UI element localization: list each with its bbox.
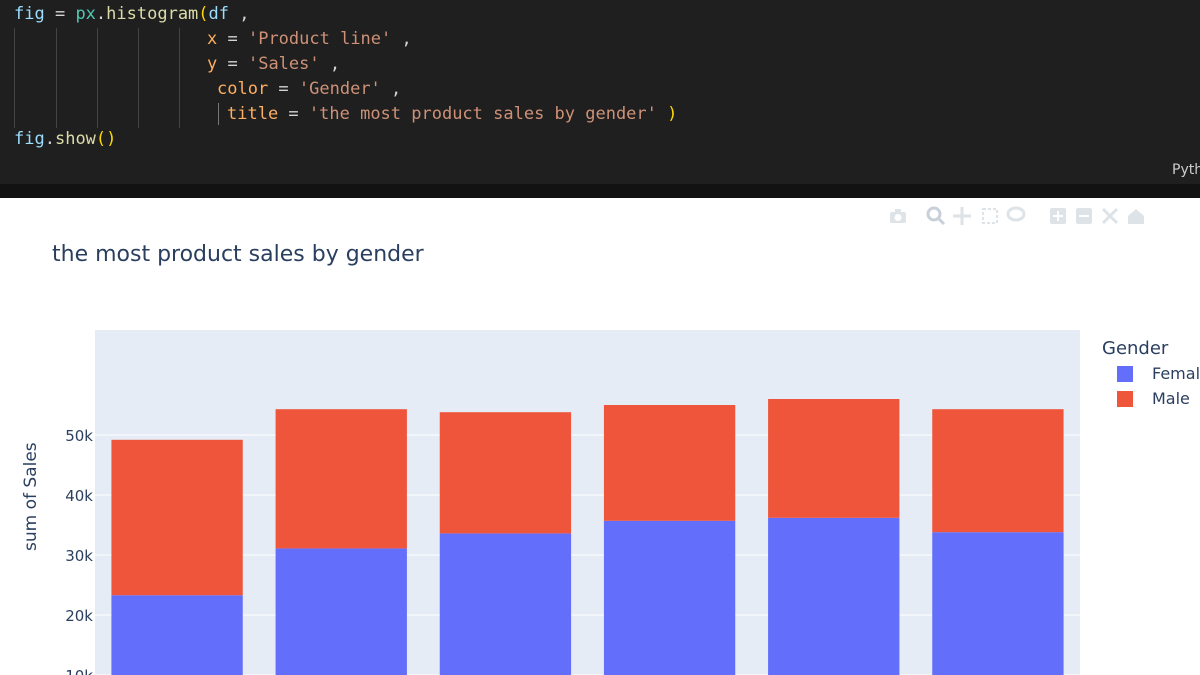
autoscale-icon[interactable] bbox=[1100, 206, 1120, 226]
code-token: . bbox=[44, 129, 55, 149]
code-token: 'Sales' bbox=[247, 54, 320, 74]
legend-label-female: Female bbox=[1152, 364, 1200, 383]
indent-guide bbox=[97, 28, 98, 128]
box-select-icon[interactable] bbox=[980, 206, 1000, 226]
y-tick-label: 10k bbox=[65, 667, 93, 675]
code-line-3: y = 'Sales' , bbox=[207, 52, 340, 77]
zoom-icon[interactable] bbox=[926, 206, 946, 226]
code-token: title bbox=[227, 104, 279, 124]
legend-label-male: Male bbox=[1152, 389, 1190, 408]
code-token: df bbox=[208, 4, 230, 24]
indent-guide bbox=[218, 103, 219, 125]
legend-swatch-male bbox=[1117, 391, 1133, 407]
code-token: fig bbox=[14, 4, 45, 24]
bar-male[interactable] bbox=[439, 412, 572, 534]
indent-guide bbox=[14, 28, 15, 128]
bar-female[interactable] bbox=[932, 532, 1064, 675]
chart-title: the most product sales by gender bbox=[52, 242, 424, 267]
code-token: 'Gender' bbox=[298, 79, 381, 99]
zoom-in-icon[interactable] bbox=[1048, 206, 1068, 226]
zoom-out-icon[interactable] bbox=[1074, 206, 1094, 226]
code-line-6: fig.show() bbox=[14, 127, 116, 152]
code-line-2: x = 'Product line' , bbox=[207, 27, 412, 52]
y-tick-label: 30k bbox=[65, 547, 93, 565]
code-token: px bbox=[75, 4, 96, 24]
reset-axes-icon[interactable] bbox=[1126, 206, 1146, 226]
code-token: fig bbox=[14, 129, 45, 149]
y-tick-label: 40k bbox=[65, 487, 93, 505]
code-token: 'the most product sales by gender' bbox=[308, 104, 657, 124]
bar-male[interactable] bbox=[603, 405, 736, 521]
code-token: , bbox=[319, 54, 341, 74]
code-token: show bbox=[54, 129, 96, 149]
code-token: ( bbox=[198, 4, 209, 24]
bar-male[interactable] bbox=[932, 409, 1064, 533]
code-token: = bbox=[278, 104, 309, 124]
y-tick-label: 50k bbox=[65, 427, 93, 445]
chart-plot[interactable]: 10k 20k 30k 40k 50k bbox=[0, 198, 1200, 675]
y-tick-label: 20k bbox=[65, 607, 93, 625]
legend-swatch-female bbox=[1117, 366, 1133, 382]
code-token: , bbox=[391, 29, 412, 49]
indent-guide bbox=[56, 28, 57, 128]
plotly-modebar bbox=[880, 206, 1200, 230]
code-token: () bbox=[95, 129, 117, 149]
bar-female[interactable] bbox=[439, 533, 572, 675]
code-token: = bbox=[217, 54, 248, 74]
code-token: , bbox=[229, 4, 250, 24]
cell-separator bbox=[0, 184, 1200, 198]
camera-icon[interactable] bbox=[888, 206, 908, 226]
bar-male[interactable] bbox=[768, 399, 900, 518]
code-token: histogram bbox=[106, 4, 199, 24]
y-axis-label: sum of Sales bbox=[21, 442, 41, 551]
bar-female[interactable] bbox=[768, 517, 900, 675]
lasso-icon[interactable] bbox=[1006, 206, 1026, 226]
code-line-4: color = 'Gender' , bbox=[217, 77, 401, 102]
cell-language-label[interactable]: Python bbox=[1172, 162, 1200, 178]
bar-female[interactable] bbox=[275, 548, 407, 675]
code-token: ) bbox=[656, 104, 678, 124]
legend-title: Gender bbox=[1102, 338, 1169, 359]
code-token: 'Product line' bbox=[247, 29, 392, 49]
code-cell[interactable]: fig = px.histogram(df , x = 'Product lin… bbox=[0, 0, 1200, 184]
pan-icon[interactable] bbox=[952, 206, 972, 226]
code-token: color bbox=[217, 79, 269, 99]
legend-item-female[interactable]: Female bbox=[1117, 364, 1200, 384]
code-token: y bbox=[207, 54, 218, 74]
plot-background bbox=[95, 330, 1080, 675]
plot-output: the most product sales by gender 10k 20k 3… bbox=[0, 198, 1200, 675]
code-token: = bbox=[268, 79, 299, 99]
indent-guide bbox=[179, 28, 180, 128]
code-line-1: fig = px.histogram(df , bbox=[14, 2, 250, 27]
code-token: x bbox=[207, 29, 218, 49]
code-token: . bbox=[95, 4, 107, 24]
code-token: = bbox=[44, 4, 76, 24]
bar-female[interactable] bbox=[111, 595, 243, 675]
legend-item-male[interactable]: Male bbox=[1117, 389, 1200, 409]
bar-male[interactable] bbox=[275, 409, 407, 549]
code-token: = bbox=[217, 29, 248, 49]
bar-male[interactable] bbox=[111, 439, 243, 596]
code-line-5: title = 'the most product sales by gende… bbox=[227, 102, 677, 127]
code-token: , bbox=[380, 79, 402, 99]
indent-guide bbox=[138, 28, 139, 128]
bar-female[interactable] bbox=[603, 520, 736, 675]
